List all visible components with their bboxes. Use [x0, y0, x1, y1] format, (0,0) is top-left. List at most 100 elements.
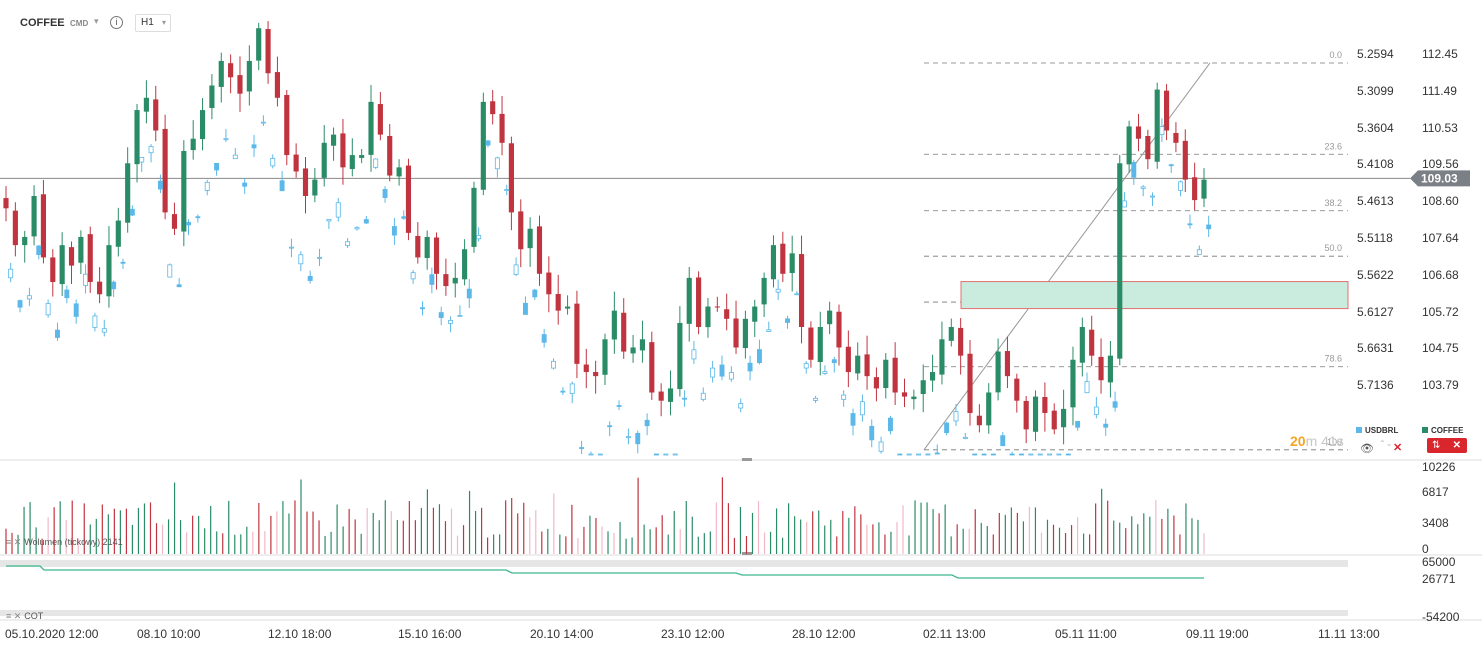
coffee-candle	[377, 104, 383, 135]
usdbrl-candle	[1019, 453, 1024, 456]
coffee-candle	[274, 72, 280, 98]
coffee-candle	[1079, 327, 1085, 363]
usdbrl-candle	[73, 303, 79, 317]
usdbrl-candle	[906, 453, 912, 456]
cot-axis-label: 65000	[1422, 555, 1456, 569]
usdbrl-candle	[186, 221, 191, 226]
coffee-candle	[883, 359, 889, 388]
timeframe-select[interactable]: H1 ▾	[135, 14, 171, 32]
coffee-candle	[1042, 397, 1048, 413]
coffee-candle	[761, 277, 767, 305]
coffee-candle	[265, 29, 271, 74]
usdbrl-candle	[242, 182, 248, 187]
coffee-candle	[181, 150, 187, 232]
coffee-candle	[359, 155, 365, 158]
x-axis-label: 11.11 13:00	[1318, 627, 1380, 641]
usdbrl-candle	[1047, 453, 1053, 456]
cot-label-text: COT	[24, 611, 44, 621]
usdbrl-candle	[64, 289, 70, 299]
coffee-candle	[789, 253, 795, 274]
timer-value: 20	[1290, 433, 1306, 449]
arrows-icon: ⇅	[1432, 440, 1441, 451]
coffee-candle	[228, 63, 234, 78]
coffee-candle	[564, 306, 571, 309]
usdbrl-candle	[232, 154, 238, 160]
menu-icon[interactable]: ≡ ✕	[6, 537, 22, 547]
usdbrl-candle	[785, 318, 790, 323]
usdbrl-candle	[45, 303, 51, 316]
coffee-candle	[349, 155, 355, 170]
legend-coffee[interactable]: COFFEE	[1422, 426, 1463, 435]
usdbrl-candle	[485, 140, 491, 146]
usdbrl-candle	[354, 227, 360, 230]
chevron-down-icon[interactable]: ▾	[94, 16, 99, 26]
coffee-candle	[574, 303, 580, 364]
usdbrl-candle	[176, 284, 182, 288]
legend-usdbrl[interactable]: USDBRL	[1356, 426, 1398, 435]
coffee-candle	[68, 247, 75, 266]
coffee-candle	[705, 306, 711, 328]
volume-label-text: Wolumen (tickowy) 2141	[24, 537, 123, 547]
coffee-candle	[1173, 132, 1179, 143]
usdbrl-candle	[682, 397, 688, 400]
usdbrl-candle	[1093, 406, 1099, 415]
usdbrl-candle	[317, 256, 322, 259]
coffee-candle	[621, 312, 627, 352]
updown-icon[interactable]: ⌃⌄	[1379, 439, 1393, 448]
usdbrl-candle	[625, 436, 631, 439]
info-icon[interactable]: i	[110, 16, 123, 29]
right-axis-label: 107.64	[1422, 231, 1459, 245]
usdbrl-candle	[635, 432, 641, 445]
usdbrl-candle	[270, 157, 276, 167]
eye-icon[interactable]: 👁	[1360, 443, 1374, 455]
compare-badge[interactable]: ⇅ ✕	[1427, 438, 1467, 453]
usdbrl-candle	[260, 121, 266, 124]
usdbrl-candle	[494, 157, 500, 170]
coffee-candle	[1032, 396, 1039, 432]
coffee-candle	[1126, 126, 1132, 165]
cot-axis-label: 26771	[1422, 572, 1456, 586]
usdbrl-candle	[663, 453, 669, 456]
usdbrl-candle	[691, 349, 697, 360]
usdbrl-candle	[1112, 401, 1118, 408]
x-axis-label: 05.11 11:00	[1055, 627, 1117, 641]
usdbrl-candle	[251, 144, 257, 149]
usdbrl-candle	[841, 394, 847, 400]
coffee-candle	[948, 327, 954, 341]
usdbrl-candle	[26, 295, 32, 300]
coffee-candle	[87, 234, 93, 282]
close-icon[interactable]: ✕	[1393, 442, 1403, 454]
coffee-candle	[321, 142, 327, 178]
x-axis-label: 09.11 19:00	[1186, 627, 1249, 641]
usdbrl-candle	[990, 453, 996, 456]
coffee-candle	[864, 354, 870, 377]
right-axis-label: 108.60	[1422, 194, 1459, 208]
usdbrl-candle	[1196, 249, 1202, 255]
coffee-candle	[930, 372, 936, 381]
usdbrl-candle	[307, 275, 313, 281]
usdbrl-candle	[962, 436, 968, 439]
right-axis-label: 109.56	[1422, 157, 1459, 171]
fib-level-label: 100	[1327, 437, 1342, 447]
usdbrl-candle	[766, 329, 772, 332]
usdbrl-candle	[1131, 161, 1137, 178]
usdbrl-swatch	[1356, 427, 1362, 433]
usdbrl-candle	[83, 273, 89, 286]
menu-icon[interactable]: ≡ ✕	[6, 611, 22, 621]
support-zone	[960, 281, 1349, 310]
usdbrl-candle	[569, 383, 575, 394]
usdbrl-candle	[326, 219, 332, 222]
timer-rest: m 41s	[1305, 433, 1344, 449]
usdbrl-candle	[466, 288, 472, 299]
cot-pane-label: ≡ ✕ COT	[6, 611, 43, 622]
coffee-candle	[462, 249, 468, 280]
coffee-candle	[1163, 90, 1170, 131]
usdbrl-candle	[345, 241, 351, 246]
coffee-candle	[302, 168, 309, 197]
usdbrl-candle	[607, 425, 613, 428]
fib-level-label: 78.6	[1324, 354, 1342, 364]
symbol-title[interactable]: COFFEE	[20, 17, 65, 29]
coffee-candle	[1089, 329, 1095, 356]
close-icon[interactable]: ✕	[1452, 440, 1461, 451]
